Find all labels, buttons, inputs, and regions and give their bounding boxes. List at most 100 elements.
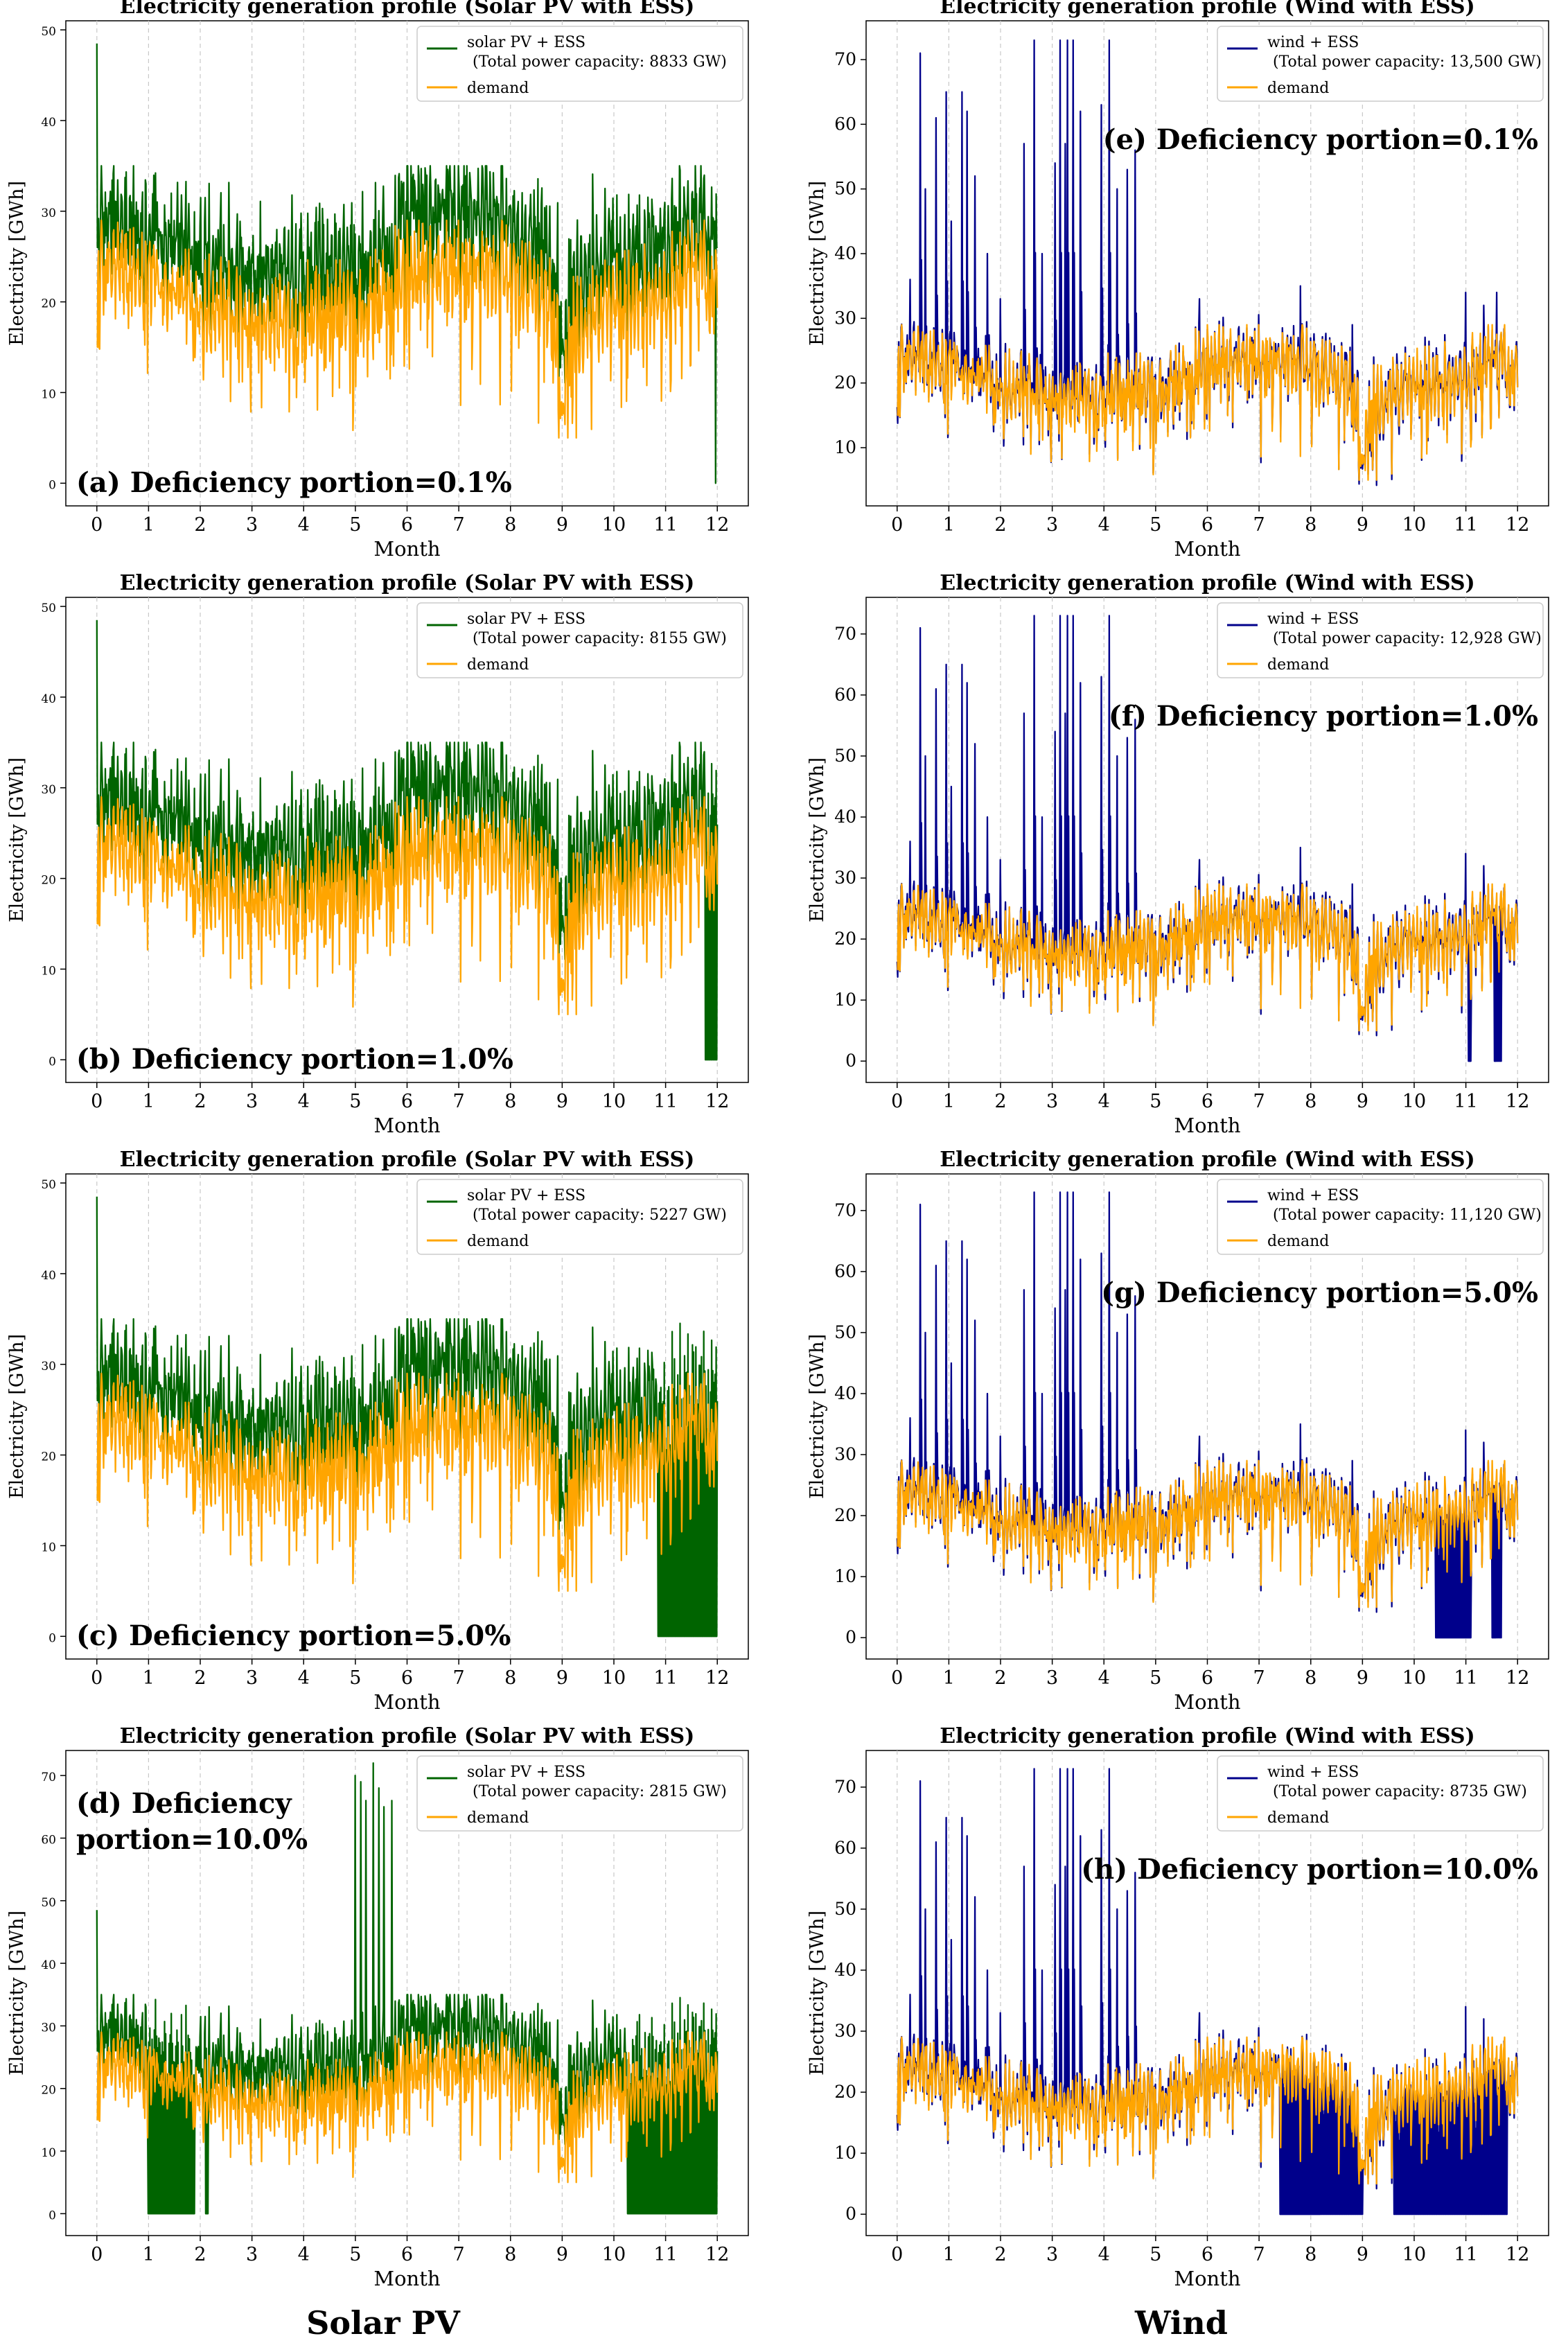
x-tick-label: 10 [602, 1091, 626, 1112]
y-tick-label: 70 [834, 49, 856, 69]
y-tick-label: 20 [834, 1505, 856, 1525]
x-axis-label: Month [1174, 537, 1240, 561]
x-tick-label: 12 [1506, 2244, 1529, 2265]
y-tick-label: 50 [41, 25, 56, 39]
x-tick-label: 3 [1046, 2244, 1058, 2265]
y-tick-label: 60 [41, 1833, 56, 1847]
legend-capacity: (Total power capacity: 5227 GW) [473, 1206, 727, 1224]
x-tick-label: 12 [1506, 514, 1529, 536]
x-tick-label: 1 [943, 1667, 955, 1689]
legend-label: demand [1267, 1233, 1329, 1250]
y-axis-label: Electricity [GWh] [807, 181, 828, 346]
legend-label: solar PV + ESS [467, 611, 585, 628]
y-tick-label: 40 [41, 116, 56, 130]
x-tick-label: 1 [143, 1091, 155, 1112]
series-line-solar [96, 43, 719, 484]
x-tick-label: 10 [602, 514, 626, 536]
legend-capacity: (Total power capacity: 2815 GW) [473, 1783, 727, 1800]
series-line-demand [897, 1459, 1519, 1608]
x-tick-label: 4 [1098, 514, 1110, 536]
legend-label: wind + ESS [1267, 1764, 1359, 1781]
x-tick-label: 12 [1506, 1091, 1529, 1112]
x-tick-label: 8 [1305, 1091, 1316, 1112]
y-tick-label: 10 [41, 964, 56, 978]
y-tick-label: 50 [834, 1322, 856, 1342]
x-tick-label: 0 [891, 1091, 903, 1112]
legend-label: wind + ESS [1267, 1187, 1359, 1204]
x-tick-label: 11 [653, 1667, 677, 1689]
x-tick-label: 0 [891, 514, 903, 536]
x-tick-label: 1 [943, 514, 955, 536]
y-tick-label: 30 [834, 1444, 856, 1464]
x-tick-label: 10 [1402, 514, 1426, 536]
chart-title: Electricity generation profile (Solar PV… [120, 1724, 695, 1748]
x-tick-label: 2 [194, 1667, 206, 1689]
series-line-demand [96, 219, 719, 439]
x-tick-label: 12 [1506, 1667, 1529, 1689]
chart-panel-e: 0 1 2 3 4 5 6 7 8 9 10 11 1210203040506070Electricit… [807, 0, 1549, 561]
y-axis-label: Electricity [GWh] [6, 181, 28, 346]
legend-box [1217, 602, 1544, 678]
x-tick-label: 3 [246, 514, 258, 536]
legend-box [416, 1179, 743, 1255]
x-tick-label: 12 [705, 2244, 729, 2265]
y-tick-label: 70 [834, 624, 856, 644]
y-tick-label: 40 [834, 243, 856, 263]
legend-box [416, 1755, 743, 1832]
x-tick-label: 5 [349, 1091, 361, 1112]
series-line-demand [897, 883, 1519, 1032]
chart-panel-g: 0 1 2 3 4 5 6 7 8 9 10 11 12010203040506070Electrici… [807, 1148, 1549, 1714]
x-tick-label: 1 [143, 514, 155, 536]
x-tick-label: 5 [1149, 2244, 1161, 2265]
y-tick-label: 20 [834, 373, 856, 393]
y-tick-label: 40 [41, 1269, 56, 1283]
x-tick-label: 3 [1046, 1667, 1058, 1689]
x-tick-label: 9 [1357, 514, 1368, 536]
y-tick-label: 0 [49, 478, 56, 492]
x-tick-label: 12 [705, 514, 729, 536]
y-tick-label: 20 [834, 929, 856, 949]
legend-label: wind + ESS [1267, 611, 1359, 628]
y-tick-label: 30 [41, 207, 56, 220]
legend-capacity: (Total power capacity: 8833 GW) [473, 53, 727, 71]
x-tick-label: 1 [943, 1091, 955, 1112]
x-tick-label: 2 [194, 514, 206, 536]
legend-box [416, 26, 743, 102]
chart-title: Electricity generation profile (Wind wit… [940, 1148, 1474, 1172]
chart-title: Electricity generation profile (Wind wit… [940, 571, 1474, 595]
x-axis-label: Month [1174, 1690, 1240, 1714]
x-tick-label: 4 [1098, 1667, 1110, 1689]
x-tick-label: 9 [556, 1667, 568, 1689]
x-tick-label: 8 [504, 514, 516, 536]
x-tick-label: 5 [1149, 1667, 1161, 1689]
x-tick-label: 9 [556, 1091, 568, 1112]
panel-annotation: (g) Deficiency portion=5.0% [1101, 1276, 1538, 1309]
y-axis-label: Electricity [GWh] [6, 757, 28, 922]
y-tick-label: 50 [834, 1899, 856, 1919]
y-tick-label: 40 [41, 1958, 56, 1972]
legend-label: demand [1267, 80, 1329, 97]
x-tick-label: 7 [453, 1091, 465, 1112]
x-tick-label: 12 [705, 1667, 729, 1689]
y-tick-label: 30 [834, 308, 856, 328]
legend-capacity: (Total power capacity: 11,120 GW) [1273, 1206, 1542, 1224]
y-tick-label: 60 [834, 1261, 856, 1281]
series-line-solar [96, 1762, 719, 2215]
panel-annotation: (d) Deficiency [76, 1787, 292, 1820]
y-tick-label: 30 [41, 1360, 56, 1374]
series-line-solar [96, 1196, 719, 1638]
y-tick-label: 50 [834, 179, 856, 199]
legend-label: demand [467, 1809, 529, 1827]
y-tick-label: 70 [41, 1771, 56, 1784]
y-tick-label: 20 [834, 2082, 856, 2102]
x-axis-label: Month [1174, 1114, 1240, 1137]
y-axis-label: Electricity [GWh] [807, 757, 828, 922]
x-tick-label: 6 [1201, 514, 1213, 536]
x-tick-label: 4 [298, 514, 310, 536]
chart-title: Electricity generation profile (Solar PV… [120, 0, 695, 19]
x-tick-label: 0 [91, 1667, 103, 1689]
x-tick-label: 6 [401, 514, 413, 536]
y-tick-label: 10 [41, 1541, 56, 1554]
